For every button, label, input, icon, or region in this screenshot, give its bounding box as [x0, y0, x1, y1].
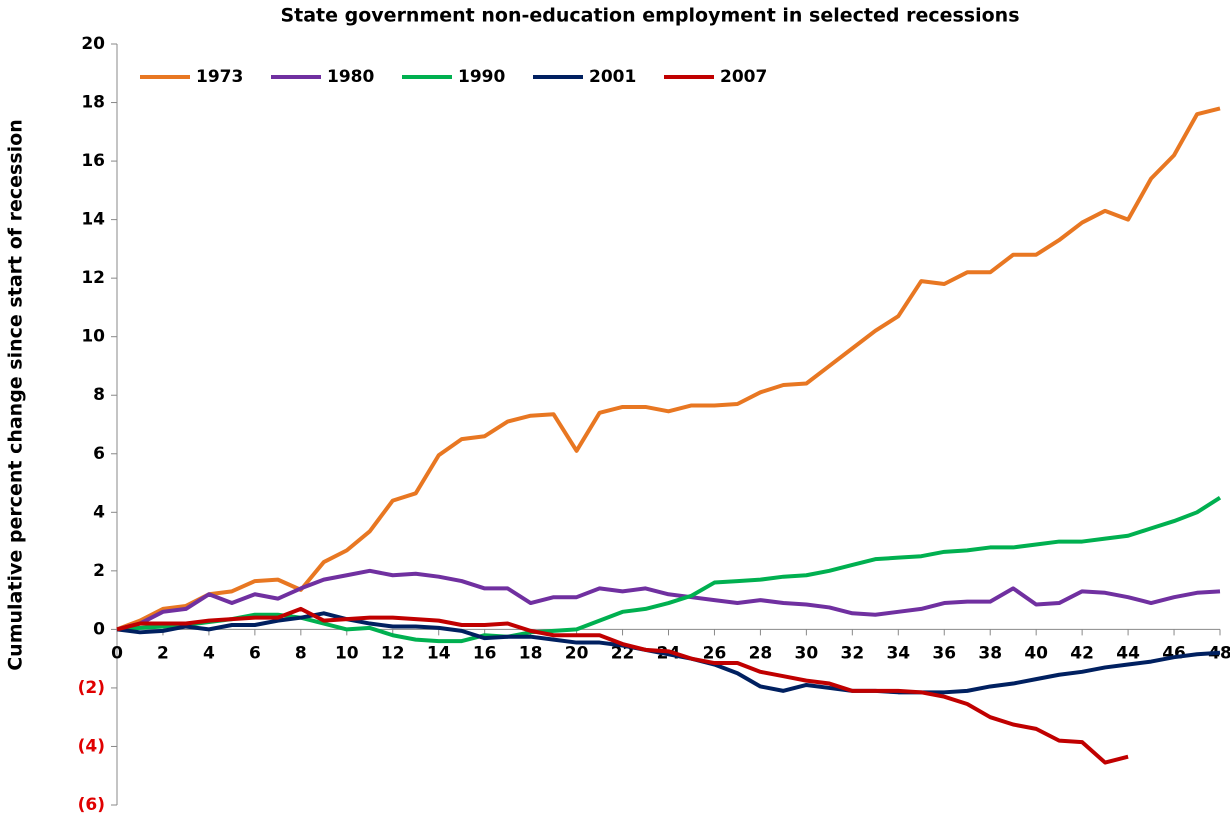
x-tick-label: 6 — [249, 643, 261, 663]
x-tick-label: 14 — [427, 643, 451, 663]
y-tick-label: 18 — [81, 93, 105, 113]
chart-title: State government non-education employmen… — [280, 5, 1019, 27]
x-tick-label: 12 — [381, 643, 405, 663]
series-line — [116, 611, 1221, 695]
x-tick-label: 28 — [749, 643, 773, 663]
y-tick-label: 4 — [93, 502, 105, 522]
x-tick-label: 42 — [1070, 643, 1094, 663]
legend-label: 2007 — [720, 67, 767, 87]
legend-label: 1990 — [458, 67, 505, 87]
x-tick-label: 8 — [295, 643, 307, 663]
y-tick-label: 12 — [81, 268, 105, 288]
y-tick-label: 20 — [81, 34, 105, 54]
x-tick-label: 32 — [840, 643, 864, 663]
y-tick-label: 2 — [93, 561, 105, 581]
y-tick-label: 16 — [81, 151, 105, 171]
x-tick-label: 2 — [157, 643, 169, 663]
x-tick-label: 0 — [111, 643, 123, 663]
y-axis-label: Cumulative percent change since start of… — [5, 119, 27, 671]
y-tick-label: (4) — [78, 736, 105, 756]
x-tick-label: 34 — [886, 643, 910, 663]
legend-label: 2001 — [589, 67, 636, 87]
y-tick-label: 14 — [81, 210, 105, 230]
x-tick-label: 18 — [519, 643, 543, 663]
y-tick-label: 8 — [93, 385, 105, 405]
series-line — [116, 606, 1129, 765]
legend-label: 1980 — [327, 67, 374, 87]
x-tick-label: 10 — [335, 643, 359, 663]
x-tick-label: 16 — [473, 643, 497, 663]
legend-label: 1973 — [196, 67, 243, 87]
x-tick-label: 30 — [795, 643, 819, 663]
x-tick-label: 20 — [565, 643, 589, 663]
x-tick-label: 44 — [1116, 643, 1140, 663]
x-tick-label: 4 — [203, 643, 215, 663]
y-tick-label: (6) — [78, 795, 105, 815]
x-tick-label: 40 — [1024, 643, 1048, 663]
y-tick-label: 0 — [93, 619, 105, 639]
series-line — [116, 106, 1221, 632]
series-line — [116, 568, 1221, 632]
x-tick-label: 36 — [932, 643, 956, 663]
x-tick-label: 26 — [703, 643, 727, 663]
x-tick-label: 38 — [978, 643, 1002, 663]
y-tick-label: (2) — [78, 678, 105, 698]
y-tick-label: 6 — [93, 444, 105, 464]
y-tick-label: 10 — [81, 327, 105, 347]
